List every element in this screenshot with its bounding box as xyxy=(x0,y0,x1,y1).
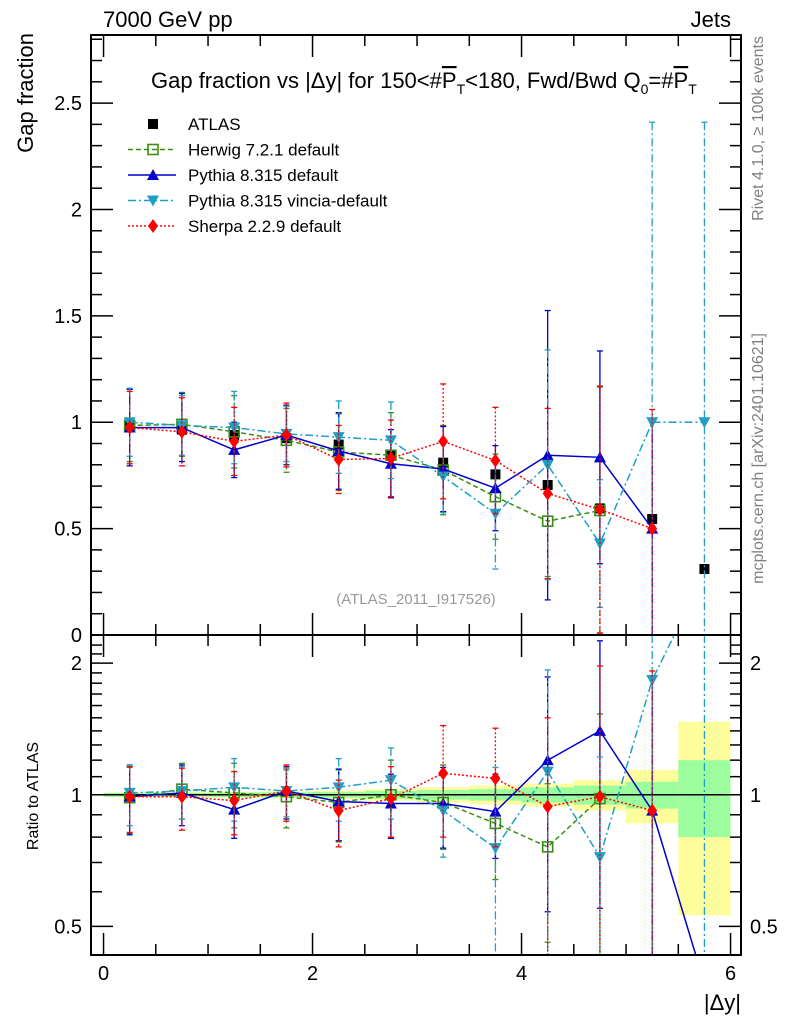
legend-marker xyxy=(147,195,159,207)
legend-label: Pythia 8.315 vincia-default xyxy=(188,192,388,211)
series-pythia-8-315-vincia-default xyxy=(123,635,708,955)
data-point xyxy=(438,434,449,449)
legend-marker xyxy=(147,169,159,180)
series-line xyxy=(129,421,705,546)
legend-entry: ATLAS xyxy=(148,115,241,134)
data-point xyxy=(333,803,344,818)
legend-entry: Herwig 7.2.1 default xyxy=(128,141,339,160)
ratio-y-axis-label: Ratio to ATLAS xyxy=(25,742,42,850)
series-atlas xyxy=(124,420,710,575)
data-point xyxy=(593,451,606,463)
legend-label: Sherpa 2.2.9 default xyxy=(188,217,341,236)
title-p1: P xyxy=(442,68,457,93)
title-p2: P xyxy=(674,68,689,93)
mcplots-label: mcplots.cern.ch [arXiv:2401.10621] xyxy=(750,333,767,584)
data-point xyxy=(698,417,711,429)
legend-label: Herwig 7.2.1 default xyxy=(188,141,339,160)
series-line xyxy=(129,729,697,955)
legend-marker xyxy=(148,219,158,233)
legend-marker xyxy=(148,119,158,129)
series-line xyxy=(129,788,601,848)
legend: ATLAS Herwig 7.2.1 default Pythia 8.315 de… xyxy=(128,115,388,236)
data-point xyxy=(699,564,710,575)
series-sherpa-2-2-9-default xyxy=(124,383,658,635)
series-herwig-7-2-1-default xyxy=(123,713,606,955)
y-tick-label: 0.5 xyxy=(54,519,82,541)
data-point xyxy=(489,843,502,855)
ratio-y-tick-label-right: 1 xyxy=(750,785,761,807)
title-part: Gap fraction vs |Δy| for 150<# xyxy=(151,68,443,93)
data-point xyxy=(124,420,135,435)
data-point xyxy=(281,784,292,799)
rivet-label: Rivet 4.1.0, ≥ 100k events xyxy=(750,36,767,221)
title-sub0: 0 xyxy=(641,81,649,97)
data-point xyxy=(281,428,292,442)
data-point xyxy=(176,424,187,439)
data-point xyxy=(333,452,344,467)
series-sherpa-2-2-9-default xyxy=(124,665,658,955)
data-point xyxy=(647,521,658,536)
title-sub1: T xyxy=(457,81,466,97)
legend-entry: Pythia 8.315 default xyxy=(128,166,339,185)
data-point xyxy=(490,453,501,468)
series-line xyxy=(129,635,676,859)
y-tick-label: 0 xyxy=(71,625,82,647)
data-point xyxy=(542,486,553,501)
y-tick-label: 1 xyxy=(71,412,82,434)
title-sub2: T xyxy=(688,81,697,97)
jets-label: Jets xyxy=(691,7,731,32)
data-point xyxy=(541,766,554,778)
x-axis-label: |Δy| xyxy=(704,990,741,1015)
ratio-y-tick-label-right: 2 xyxy=(750,653,761,675)
data-point xyxy=(541,449,554,461)
data-point xyxy=(228,443,241,455)
data-point xyxy=(176,789,187,804)
ratio-y-tick-label: 1 xyxy=(71,785,82,807)
plot-title: Gap fraction vs |Δy| for 150<#PT<180, Fw… xyxy=(151,68,697,97)
y-tick-label: 1.5 xyxy=(54,306,82,328)
x-tick-label: 0 xyxy=(98,963,109,985)
x-tick-label: 4 xyxy=(516,963,527,985)
y-tick-label: 2.5 xyxy=(54,93,82,115)
x-tick-label: 6 xyxy=(725,963,736,985)
legend-entry: Sherpa 2.2.9 default xyxy=(128,217,341,236)
energy-label: 7000 GeV pp xyxy=(103,7,233,32)
data-point xyxy=(385,791,396,806)
data-point xyxy=(542,799,553,814)
data-point xyxy=(593,852,606,864)
x-tick-label: 2 xyxy=(307,963,318,985)
y-tick-label: 2 xyxy=(71,199,82,221)
data-point xyxy=(124,789,135,804)
analysis-watermark: (ATLAS_2011_I917526) xyxy=(336,591,496,608)
series-pythia-8-315-default xyxy=(123,640,697,955)
title-part: <180, Fwd/Bwd Q xyxy=(465,68,640,93)
ratio-y-tick-label: 2 xyxy=(71,653,82,675)
data-point xyxy=(385,451,396,466)
data-point xyxy=(229,793,240,808)
data-point xyxy=(490,771,501,786)
main-y-axis-label: Gap fraction xyxy=(13,33,38,153)
data-point xyxy=(384,775,397,787)
title-part: =# xyxy=(648,68,674,93)
ratio-plot-panel: 0.5 0.5 1 1 2 2 0 2 4 6 Ratio to ATLAS |Δy| xyxy=(25,634,778,1015)
data-point xyxy=(229,434,240,449)
main-plot-panel: 0 0.5 1 1.5 2 2.5 Gap fraction Gap fraction v… xyxy=(13,33,742,647)
legend-label: ATLAS xyxy=(188,115,241,134)
ratio-y-tick-label-right: 0.5 xyxy=(750,916,778,938)
data-point xyxy=(647,803,658,818)
data-point xyxy=(594,789,605,804)
data-point xyxy=(332,782,345,794)
data-point xyxy=(594,502,605,517)
legend-entry: Pythia 8.315 vincia-default xyxy=(128,192,388,211)
legend-marker xyxy=(147,143,159,156)
legend-label: Pythia 8.315 default xyxy=(188,166,339,185)
data-point xyxy=(438,766,449,781)
ratio-y-tick-label: 0.5 xyxy=(54,916,82,938)
